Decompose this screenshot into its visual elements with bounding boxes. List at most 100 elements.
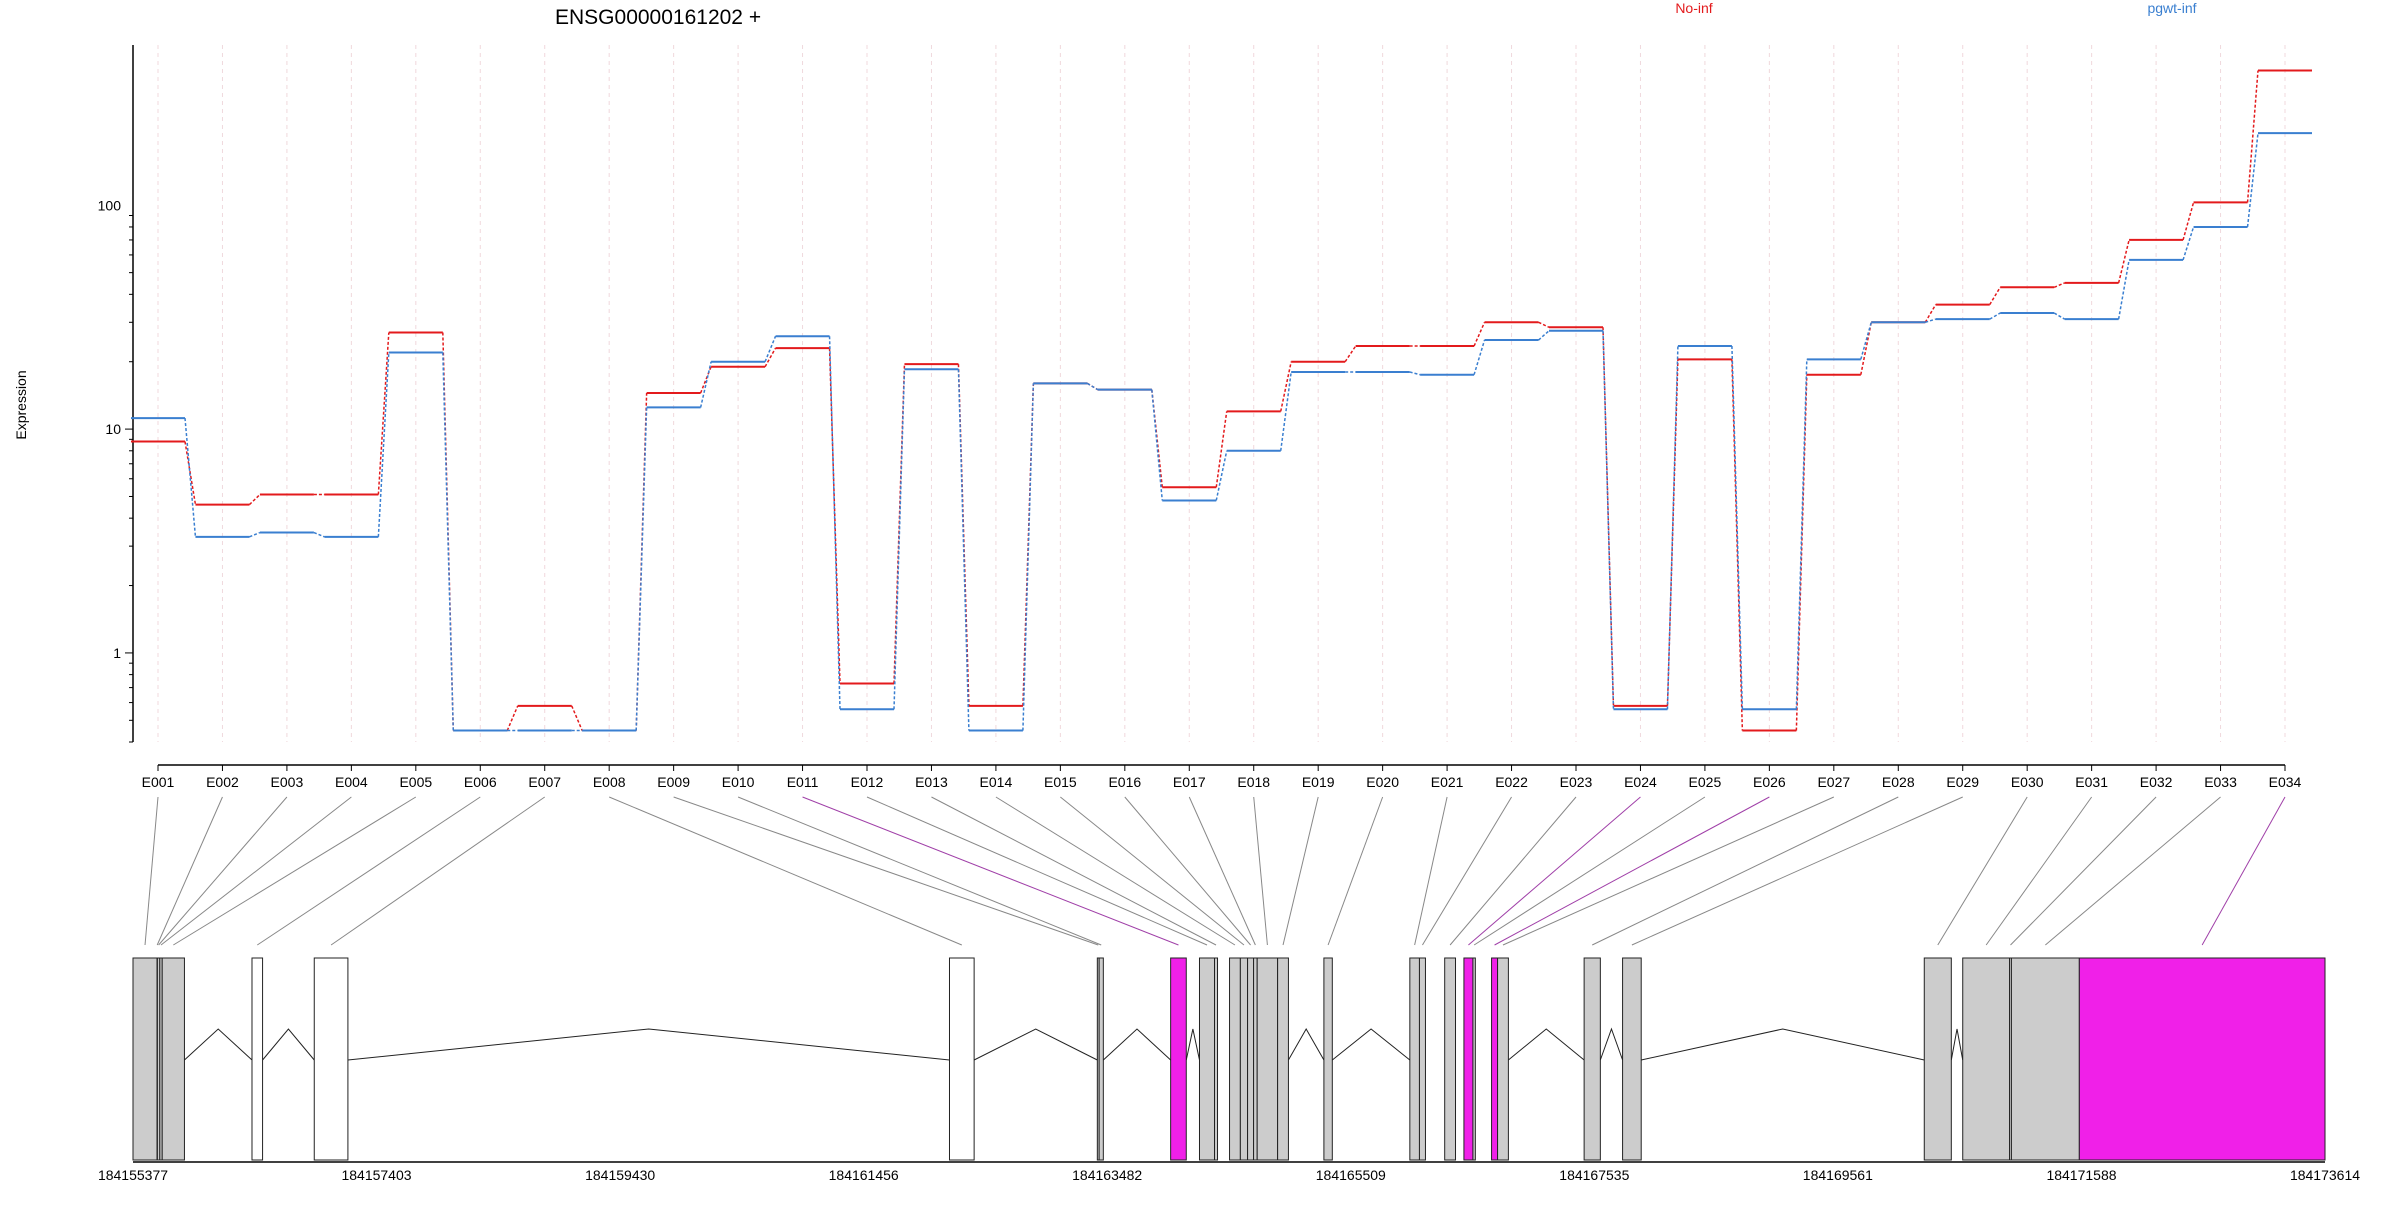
series-step-connector	[1666, 346, 1679, 710]
series-step-connector	[1795, 359, 1808, 710]
exon-connector-line	[158, 796, 288, 946]
exon-block	[1583, 957, 1601, 1161]
y-axis-label: Expression	[13, 370, 29, 439]
series-step-connector	[828, 336, 841, 710]
exon-block	[132, 957, 158, 1161]
exon-block	[1277, 957, 1289, 1161]
series-step-connector	[2182, 202, 2195, 241]
series-step-connector	[1279, 361, 1292, 412]
series-step-connector	[1215, 450, 1228, 501]
series-step-connector	[1022, 383, 1035, 731]
exon-connector-line	[1422, 796, 1512, 946]
exon-block	[1253, 957, 1258, 1161]
intron-line	[1288, 1027, 1325, 1061]
exon-block	[1463, 957, 1474, 1161]
intron-line	[262, 1028, 315, 1061]
exon-block	[1198, 957, 1216, 1161]
x-tick-label: E030	[2011, 774, 2044, 790]
x-tick-label: E011	[787, 774, 819, 790]
series-step-connector	[1989, 312, 2001, 320]
x-tick-label: E016	[1108, 774, 1141, 790]
y-tick-label: 1	[113, 645, 121, 661]
exon-block	[1256, 957, 1279, 1161]
x-tick-label: E023	[1560, 774, 1593, 790]
legend-entry-no-inf: No-inf	[1675, 0, 1712, 16]
series-step-connector	[1924, 304, 1937, 323]
x-tick-label: E022	[1495, 774, 1528, 790]
exon-connector-line	[1494, 796, 1770, 946]
intron-line	[973, 1028, 1098, 1061]
series-step-connector	[1989, 286, 2001, 305]
chart-title: ENSG00000161202 +	[555, 6, 761, 29]
series-step-connector	[1086, 382, 1099, 391]
series-step-connector	[442, 352, 455, 731]
x-tick-label: E002	[206, 774, 239, 790]
series-step-connector	[313, 531, 325, 538]
exon-connector-line	[1473, 796, 1706, 946]
exon-block	[1098, 957, 1104, 1161]
exon-connector-line	[2045, 796, 2221, 946]
exon-connector-line	[1937, 796, 2028, 946]
x-tick-label: E029	[1946, 774, 1979, 790]
series-step-connector	[2246, 70, 2259, 203]
x-tick-label: E004	[335, 774, 368, 790]
exon-block	[1622, 957, 1642, 1161]
exon-connector-line	[257, 796, 481, 946]
exon-connector-line	[144, 796, 159, 946]
exon-block	[1418, 957, 1426, 1161]
exon-block	[161, 957, 185, 1161]
series-step-connector	[1731, 359, 1744, 731]
exon-connector-line	[1592, 796, 1899, 946]
exon-connector-line	[1188, 796, 1256, 946]
series-step-connector	[1925, 318, 1936, 324]
series-step-connector	[1279, 371, 1292, 451]
exon-connector-line	[995, 796, 1236, 946]
series-step-connector	[249, 531, 261, 538]
x-tick-label: E008	[593, 774, 626, 790]
exon-block	[948, 957, 975, 1161]
exon-block	[1247, 957, 1255, 1161]
series-step-connector	[442, 332, 455, 731]
exon-block	[1409, 957, 1420, 1161]
gene-axis-tick-label: 184157403	[341, 1167, 411, 1183]
exon-connector-line	[2010, 796, 2157, 946]
x-axis: E001 E002 E003 E004 E005 E006 E007 E008 E009 E010…	[142, 764, 2302, 790]
y-axis: 1 10 100	[98, 45, 134, 743]
intron-line	[347, 1028, 950, 1061]
series-step-connector	[1860, 322, 1872, 360]
series-step-connector	[571, 705, 583, 731]
x-tick-label: E025	[1689, 774, 1722, 790]
x-tick-label: E031	[2075, 774, 2108, 790]
series-step-connector	[1473, 321, 1486, 347]
gene-axis-tick-label: 184171588	[2046, 1167, 2116, 1183]
exon-connector-line	[1631, 796, 1963, 946]
x-tick-label: E015	[1044, 774, 1077, 790]
exon-block	[251, 957, 264, 1161]
exon-connector-line	[156, 796, 223, 946]
series-step-connector	[248, 494, 261, 506]
series-step-connector	[2117, 239, 2130, 284]
gene-axis-tick-label: 184159430	[585, 1167, 655, 1183]
series-step-connector	[1731, 346, 1744, 710]
exon-connector-line	[1124, 796, 1251, 946]
series-step-connector	[764, 347, 777, 368]
exon-connector-line	[1502, 796, 1835, 946]
series-step-connector	[2053, 282, 2065, 288]
x-tick-label: E018	[1237, 774, 1270, 790]
x-tick-label: E005	[399, 774, 432, 790]
gene-coordinate-axis: 184155377 184157403 184159430 184161456 1841…	[98, 1161, 2360, 1183]
series-no-inf	[131, 69, 2312, 732]
series-step-connector	[1602, 330, 1615, 710]
x-tick-label: E028	[1882, 774, 1915, 790]
exon-block	[1472, 957, 1476, 1161]
exon-block	[313, 957, 349, 1161]
series-step-connector	[699, 361, 712, 408]
gene-model	[132, 957, 2326, 1161]
x-tick-label: E027	[1817, 774, 1850, 790]
exon-block	[1444, 957, 1457, 1161]
y-tick-label: 100	[98, 197, 122, 213]
exon-connector-line	[1253, 796, 1268, 946]
series-step-connector	[2117, 259, 2130, 320]
